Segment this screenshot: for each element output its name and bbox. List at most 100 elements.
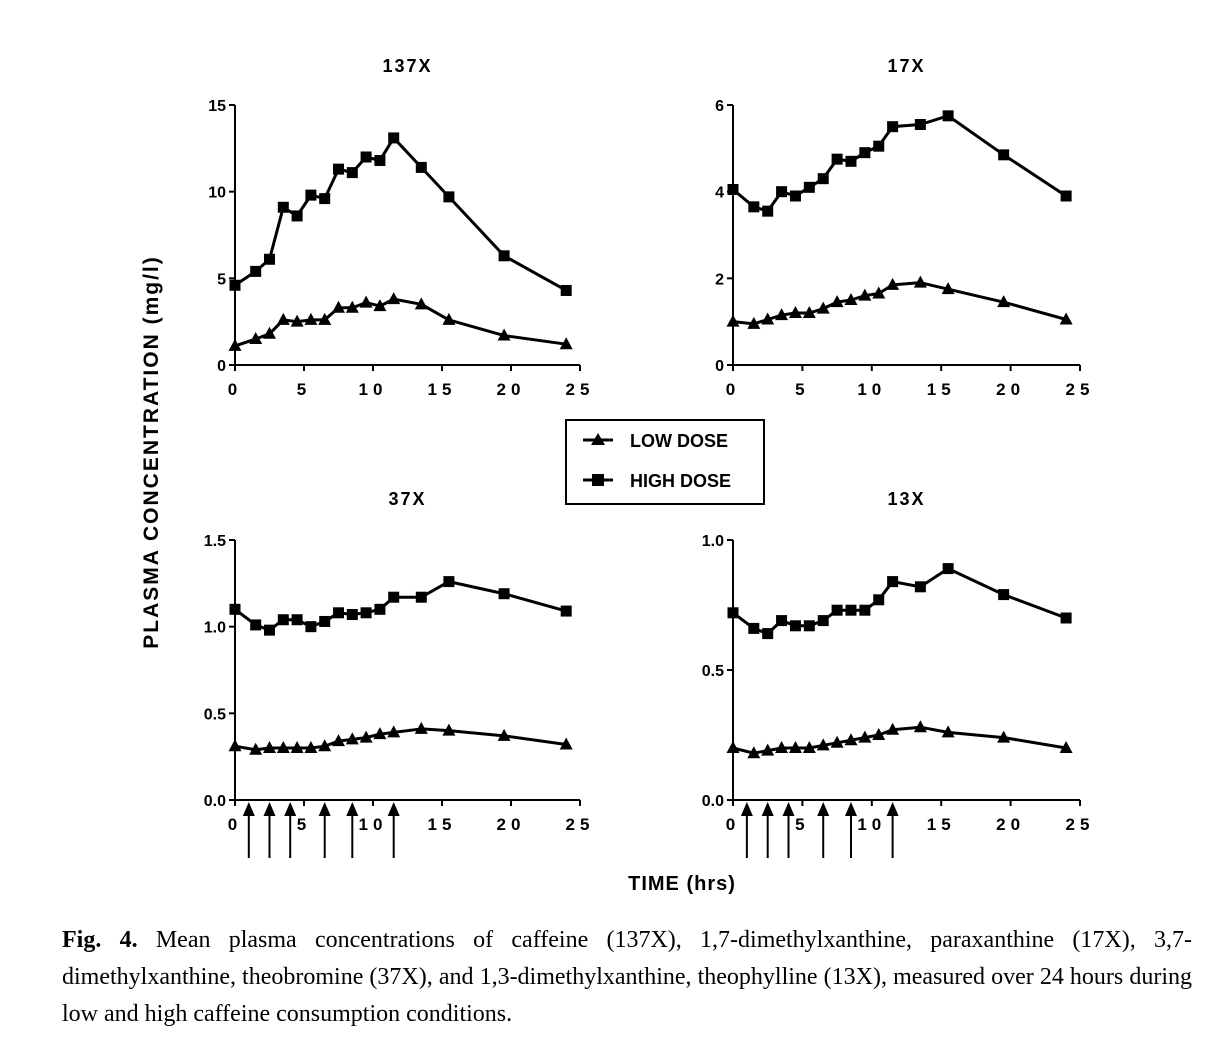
panel-137x-x-tick-label: 5 — [297, 380, 311, 399]
y-axis-label: PLASMA CONCENTRATION (mg/l) — [140, 255, 163, 648]
panel-137x-high-dose-point — [250, 265, 262, 277]
panel-137x-low-dose-line — [234, 297, 567, 348]
panel-17x-high-dose-point — [789, 190, 801, 202]
panel-37x-low-dose-line — [234, 727, 567, 752]
panel-17x-y-tick-label: 6 — [715, 98, 724, 115]
panel-137x-low-dose-point — [290, 314, 304, 327]
panel-13x-low-dose-point — [816, 738, 830, 751]
panel-17x-high-dose-point — [998, 149, 1010, 161]
panel-13x-high-dose-point — [998, 589, 1010, 601]
panel-137x-low-dose-point — [387, 292, 401, 305]
panel-37x-x-tick-label: 20 — [497, 815, 526, 834]
legend-item-low-dose: LOW DOSE — [583, 431, 728, 451]
panel-13x-low-dose-point — [997, 730, 1011, 743]
panel-137x-low-dose-point — [497, 328, 511, 341]
panel-37x-low-dose-point — [304, 741, 318, 753]
panel-37x-high-dose-point — [277, 614, 289, 626]
panel-37x-high-dose-point — [333, 607, 344, 619]
panel-17x-high-dose-point — [942, 110, 954, 122]
panel-37x-high-dose-point — [305, 621, 317, 633]
panel-137x-high-dose-point — [360, 151, 372, 163]
legend-box — [565, 419, 765, 505]
panel-37x-low-dose-point — [414, 721, 428, 734]
panel-17x-low-dose-point — [997, 295, 1011, 308]
panel-17x-low-dose-point — [886, 277, 900, 290]
panel-17x-high-dose-point — [1060, 190, 1072, 202]
panel-13x-x-tick-label: 15 — [927, 815, 956, 834]
panel-137x-low-dose-point — [359, 295, 373, 308]
panel-137x-x-tick-label: 10 — [359, 380, 388, 399]
panel-17x-high-dose-point — [803, 181, 815, 193]
panel-137x-x-tick-label: 20 — [497, 380, 526, 399]
panel-137x-high-dose-point — [388, 132, 400, 144]
panel-137x-low-dose-point — [345, 300, 359, 313]
caption-lead: Fig. 4. — [62, 927, 138, 953]
panel-17x-high-dose-point — [887, 121, 899, 133]
panel-13x-low-dose-point — [802, 741, 816, 753]
panel-13x-high-dose-point — [831, 604, 843, 616]
panel-137x-high-dose-point — [305, 189, 317, 201]
panel-137x-high-dose-point — [374, 154, 386, 166]
panel-13x-x-tick-label: 0 — [726, 815, 740, 834]
panel-17x-x-tick-label: 20 — [996, 380, 1025, 399]
panel-17x-high-dose-point — [831, 153, 843, 165]
panel-17x-x-tick-label: 15 — [927, 380, 956, 399]
panel-17x-x-tick-label: 5 — [795, 380, 809, 399]
panel-13x-low-dose-point — [886, 722, 900, 735]
panel-137x-low-dose-point — [276, 312, 290, 325]
panel-37x-low-dose-point — [345, 732, 359, 745]
panel-17x-high-dose-point — [859, 147, 871, 159]
panel-37x-y-tick-label: 1.5 — [204, 533, 226, 550]
panel-17x-x-tick-label: 25 — [1066, 380, 1095, 399]
panel-137x-x-tick-label: 0 — [228, 380, 242, 399]
panel-37x-high-dose-point — [360, 607, 372, 619]
panel-137x-high-dose-line — [234, 136, 567, 292]
panel-137x-y-tick-label: 10 — [208, 185, 226, 202]
panel-17x-low-dose-point — [761, 312, 775, 325]
panel-17x-low-dose-point — [775, 308, 789, 321]
panel-13x-x-tick-label: 10 — [857, 815, 886, 834]
panel-17x-high-dose-point — [762, 205, 774, 217]
panel-37x-high-dose-point — [291, 614, 303, 626]
panel-37x-y-tick-label: 0.5 — [204, 706, 226, 723]
panel-37x-high-dose-point — [250, 619, 262, 631]
legend-high-dose-label: HIGH DOSE — [630, 471, 731, 491]
panel-37x-high-dose-point — [374, 603, 386, 615]
panel-37x-high-dose-point — [229, 603, 241, 615]
panel-17x-x-tick-label: 0 — [726, 380, 740, 399]
panel-17x-low-dose-point — [941, 282, 955, 295]
panel-17x-y-tick-label: 2 — [715, 271, 724, 288]
panel-13x-dose-arrowhead — [740, 802, 753, 816]
panel-13x-title: 13X — [887, 489, 925, 509]
panel-137x-high-dose-point — [415, 161, 427, 173]
panel-13x-low-dose-point — [1059, 741, 1073, 753]
panel-37x-low-dose-point — [290, 741, 304, 753]
panel-37x-dose-arrowhead — [263, 802, 276, 816]
panel-13x-x-tick-label: 25 — [1066, 815, 1095, 834]
panel-13x-y-tick-label: 0.5 — [702, 663, 724, 680]
panel-17x-high-dose-point — [817, 173, 829, 185]
panel-137x-low-dose-point — [414, 297, 428, 310]
x-axis-label: TIME (hrs) — [628, 873, 736, 895]
panel-13x-dose-arrowhead — [886, 802, 899, 816]
panel-13x-x-tick-label: 5 — [795, 815, 809, 834]
panel-37x-high-dose-point — [346, 609, 358, 621]
panel-37x-high-dose-point — [560, 605, 572, 617]
panel-13x-high-dose-point — [1060, 612, 1072, 624]
panel-37x-low-dose-point — [276, 741, 290, 753]
panel-13x-high-dose-point — [859, 604, 871, 616]
panel-13x-y-tick-label: 1.0 — [702, 533, 724, 550]
panel-137x-high-dose-point — [264, 253, 275, 265]
panel-17x-title: 17X — [887, 56, 925, 76]
panel-37x-low-dose-point — [387, 725, 401, 738]
panel-13x-dose-arrowhead — [761, 802, 774, 816]
caption-text: Mean plasma concentrations of caffeine (… — [62, 927, 1192, 1027]
legend-high-dose-marker — [592, 474, 604, 486]
panel-13x-low-dose-point — [726, 741, 740, 753]
panel-137x-low-dose-point — [373, 299, 387, 312]
panel-13x-high-dose-point — [789, 620, 801, 632]
panel-137x-x-tick-label: 25 — [566, 380, 595, 399]
panel-13x-low-dose-point — [844, 733, 858, 746]
panel-37x-high-dose-point — [319, 615, 331, 627]
